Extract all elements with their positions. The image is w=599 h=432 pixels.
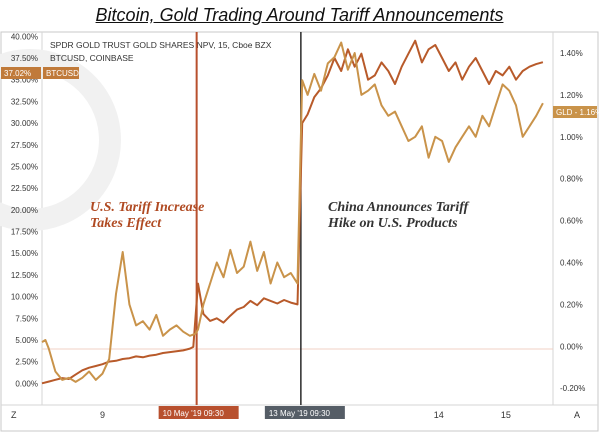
right-tick-label: 0.20% <box>560 300 583 309</box>
us-event-date-badge: 10 May '19 09:30 <box>158 406 239 419</box>
series-line-gld <box>41 41 544 383</box>
right-tick-label: 1.20% <box>560 91 583 100</box>
series-line-btcusd <box>41 39 544 385</box>
left-tick-label: 40.00% <box>11 32 38 41</box>
left-tick-label: 20.00% <box>11 206 38 215</box>
btc-name-label: BTCUSD <box>46 69 79 78</box>
right-tick-label: 0.80% <box>560 175 583 184</box>
left-tick-label: 25.00% <box>11 162 38 171</box>
left-tick-label: 2.50% <box>15 358 38 367</box>
left-tick-label: 17.50% <box>11 228 38 237</box>
right-tick-label: -0.20% <box>560 384 585 393</box>
x-axis-ticks: 9 14 15 <box>100 410 511 420</box>
gld-last-value-badge: GLD - 1.16% <box>553 106 599 118</box>
china-tariff-annotation-line2: Hike on U.S. Products <box>327 216 458 231</box>
left-tick-label: 35.00% <box>11 76 38 85</box>
btc-last-value: 37.02% <box>4 69 31 78</box>
left-tick-label: 15.00% <box>11 249 38 258</box>
series-layer <box>41 39 544 385</box>
watermark-logo <box>0 49 121 231</box>
left-tick-label: 5.00% <box>15 336 38 345</box>
gld-last-value: GLD - 1.16% <box>556 108 599 117</box>
gold-symbol-label: SPDR GOLD TRUST GOLD SHARES NPV, 15, Cbo… <box>50 40 272 50</box>
right-tick-label: 1.40% <box>560 49 583 58</box>
right-tick-label: 1.00% <box>560 133 583 142</box>
x-tick-label: 9 <box>100 410 105 420</box>
auto-scale-toggle-button[interactable]: A <box>574 410 580 420</box>
left-tick-label: 37.50% <box>11 54 38 63</box>
right-tick-label: 0.40% <box>560 259 583 268</box>
left-tick-label: 12.50% <box>11 271 38 280</box>
right-tick-label: 0.60% <box>560 217 583 226</box>
us-event-date-label: 10 May '19 09:30 <box>163 409 225 418</box>
china-event-date-label: 13 May '19 09:30 <box>269 409 331 418</box>
left-tick-label: 32.50% <box>11 97 38 106</box>
btc-name-badge: BTCUSD <box>43 67 79 79</box>
china-tariff-annotation-line1: China Announces Tariff <box>328 200 470 215</box>
left-tick-label: 27.50% <box>11 141 38 150</box>
right-axis-ticks: -0.20% 0.00% 0.20% 0.40% 0.60% 0.80% 1.00% 1.20… <box>560 49 585 393</box>
x-tick-label: 14 <box>434 410 444 420</box>
page-title: Bitcoin, Gold Trading Around Tariff Anno… <box>95 5 504 25</box>
left-tick-label: 0.00% <box>15 379 38 388</box>
left-axis-ticks: 0.00% 2.50% 5.00% 7.50% 10.00% 12.50% 15.00% 17… <box>11 32 38 388</box>
left-tick-label: 10.00% <box>11 293 38 302</box>
btc-symbol-label: BTCUSD, COINBASE <box>50 53 134 63</box>
left-tick-label: 7.50% <box>15 314 38 323</box>
left-tick-label: 22.50% <box>11 184 38 193</box>
us-tariff-annotation-line1: U.S. Tariff Increase <box>90 200 204 215</box>
log-scale-toggle-button[interactable]: Z <box>11 410 17 420</box>
x-tick-label: 15 <box>501 410 511 420</box>
us-tariff-annotation-line2: Takes Effect <box>90 216 162 231</box>
right-tick-label: 0.00% <box>560 342 583 351</box>
china-event-date-badge: 13 May '19 09:30 <box>264 406 345 419</box>
btc-last-value-badge: 37.02% <box>1 67 41 79</box>
chart-frame <box>0 31 599 432</box>
left-tick-label: 30.00% <box>11 119 38 128</box>
